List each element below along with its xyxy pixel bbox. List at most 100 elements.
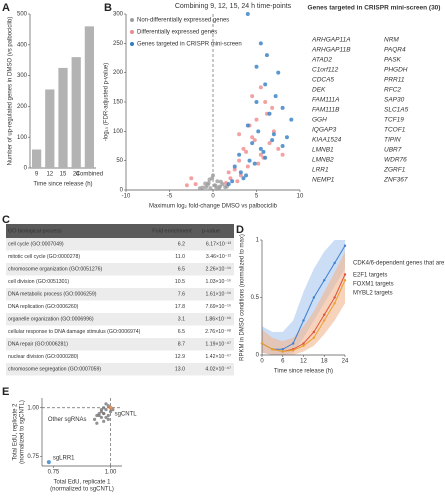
x-tick-label: 5 [255,194,259,200]
legend-label: FOXM1 targets [353,282,394,288]
data-point [302,342,305,345]
y-tick-label: 100 [17,135,28,141]
data-point [189,176,194,181]
gene-name: DEK [312,87,326,94]
table-cell: mitotic cell cycle (GO:0000278) [8,254,80,260]
y-tick-label: 400 [17,42,28,48]
gene-name: PAQR4 [384,47,406,54]
data-point [241,146,246,151]
legend-marker [130,30,134,34]
data-point [276,146,281,151]
gene-name: ARHGAP11A [311,37,351,44]
panel-label: A [2,2,10,14]
data-point [284,135,289,140]
data-point [104,408,108,412]
x-tick-label: 1.00 [105,470,117,476]
data-point [270,138,275,143]
data-point [280,144,285,148]
data-point [203,181,208,186]
x-axis-label: (normalized to sgCNTL) [50,487,114,493]
data-point [264,53,269,58]
data-point [95,421,99,425]
table-row-bg [6,238,234,251]
table-cell: 4.02×10⁻⁰⁷ [205,367,231,373]
gene-name: KIAA1524 [312,137,342,144]
table-cell: 7.6 [178,292,185,298]
y-tick-label: 1 [256,238,260,244]
data-point [254,117,259,122]
point-label: sgCNTL [115,411,138,417]
data-point [302,319,305,322]
gene-name: PRR11 [384,77,405,84]
data-point [312,330,316,334]
gene-name: RFC2 [384,87,401,94]
x-tick-label: 10 [297,194,304,200]
table-row-bg [6,363,234,376]
table-cell: 6.2 [178,242,185,248]
gene-list-title: Genes targeted in CRISPR mini-screen (30… [308,5,441,12]
table-cell: DNA repair (GO:0006281) [8,342,68,348]
data-point [102,411,106,416]
y-tick-label: 1.00 [27,405,39,411]
data-point [46,460,51,465]
x-tick-label: Combined [76,172,103,178]
table-header: GO biological process [8,228,62,234]
data-point [244,173,249,178]
data-point [230,179,235,184]
table-row-bg [6,338,234,351]
y-tick-label: 0 [120,188,124,194]
data-point [238,170,243,175]
y-tick-label: 250 [113,41,124,47]
data-point [95,413,99,418]
panel-label: B [104,2,112,14]
data-point [108,410,113,414]
data-point [312,296,316,299]
table-cell: 6.5 [178,267,185,273]
table-cell: 1.19×10⁻⁰⁷ [205,342,231,348]
panel-label: E [2,386,9,398]
y-axis-label: Total EdU, replicate 2 [13,403,19,461]
y-tick-label: 100 [113,129,124,135]
data-point [267,111,272,116]
data-point [263,82,268,87]
gene-name: TCF19 [384,117,404,124]
table-row-bg [6,325,234,338]
data-point [244,149,249,154]
table-row-bg [6,288,234,301]
gene-name: SAP30 [384,97,405,104]
data-point [104,402,108,406]
data-point [323,319,326,322]
data-point [343,244,347,247]
y-tick-label: 0 [24,166,28,172]
y-tick-label: 200 [17,104,28,110]
table-row-bg [6,250,234,263]
data-point [226,170,231,175]
gene-name: FAM111B [312,107,340,114]
data-point [280,152,285,157]
data-point [247,158,252,163]
legend-label: Genes targeted in CRISPR mini-screen [137,42,242,48]
gene-name: GGH [312,117,327,124]
x-tick-label: 15 [60,172,67,178]
data-point [258,85,263,90]
gene-name: C1orf112 [312,67,339,74]
data-point [92,417,97,421]
data-point [261,149,266,154]
data-point [250,94,255,99]
y-tick-label: 200 [113,70,124,76]
bar [58,67,68,168]
data-point [104,415,108,420]
gene-name: CDCA5 [312,77,334,84]
data-point [302,344,305,347]
data-point [250,141,255,146]
data-point [312,336,316,339]
data-point [271,129,276,134]
data-point [207,177,212,182]
table-cell: DNA metabolic process (GO:0006259) [8,292,97,298]
gene-name: LMNB2 [312,157,334,164]
gene-name: WDR76 [384,157,407,164]
data-point [252,138,257,143]
data-point [271,132,276,137]
data-point [263,100,268,104]
error-band [262,251,345,355]
